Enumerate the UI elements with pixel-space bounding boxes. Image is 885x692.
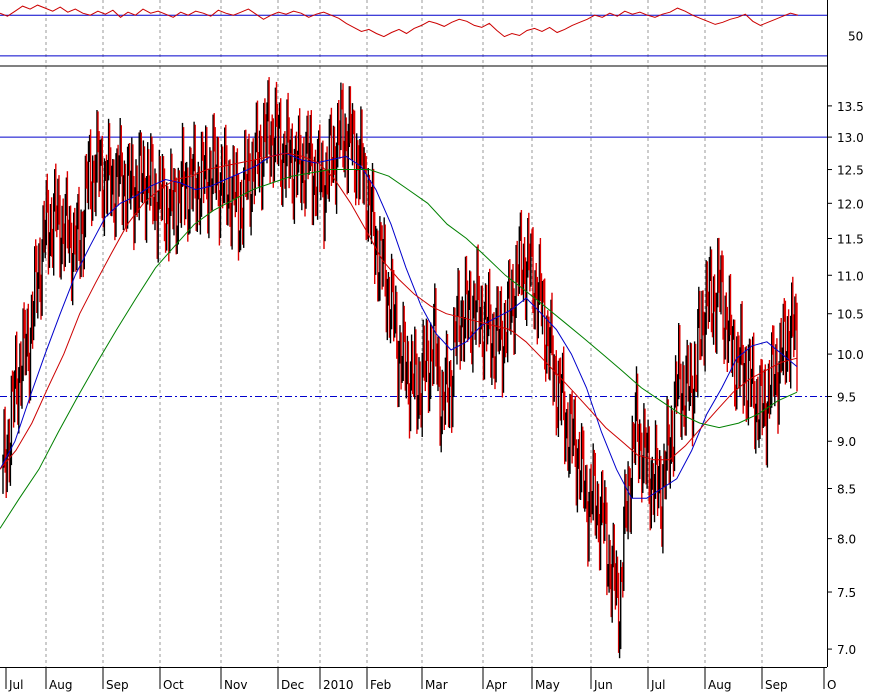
price-y-tick-label: 12.5 <box>837 164 864 178</box>
x-tick-label: Feb <box>370 678 391 692</box>
price-y-tick-label: 13.5 <box>837 100 864 114</box>
x-tick-label: Sep <box>106 678 129 692</box>
x-tick-label: Sep <box>765 678 788 692</box>
x-tick-label: Aug <box>708 678 731 692</box>
price-y-tick-label: 10.0 <box>837 348 864 362</box>
price-y-tick-label: 13.0 <box>837 131 864 145</box>
price-y-tick-label: 11.0 <box>837 269 864 283</box>
price-bars <box>2 77 798 659</box>
price-y-tick-label: 9.0 <box>837 435 856 449</box>
price-y-tick-label: 7.5 <box>837 586 856 600</box>
indicator-line <box>0 4 799 38</box>
x-tick-label: O <box>827 678 836 692</box>
price-y-tick-label: 7.0 <box>837 643 856 657</box>
price-y-tick-label: 9.5 <box>837 391 856 405</box>
x-tick-label: Jul <box>8 678 23 692</box>
moving-average-line <box>0 152 798 470</box>
x-tick-label: Jul <box>650 678 665 692</box>
x-tick-label: 2010 <box>323 678 354 692</box>
x-tick-label: Aug <box>49 678 72 692</box>
price-y-tick-label: 12.0 <box>837 197 864 211</box>
price-y-tick-label: 8.5 <box>837 483 856 497</box>
x-tick-label: Jun <box>593 678 613 692</box>
x-tick-label: Oct <box>163 678 184 692</box>
price-y-tick-label: 8.0 <box>837 533 856 547</box>
x-tick-label: Mar <box>425 678 448 692</box>
x-tick-label: Apr <box>486 678 507 692</box>
indicator-y-tick-label: 50 <box>848 30 863 44</box>
moving-average-line <box>0 169 798 529</box>
x-tick-label: Dec <box>281 678 304 692</box>
x-tick-label: May <box>535 678 560 692</box>
price-y-tick-label: 10.5 <box>837 308 864 322</box>
x-tick-label: Nov <box>224 678 247 692</box>
price-y-tick-label: 11.5 <box>837 233 864 247</box>
moving-average-line <box>0 152 798 499</box>
